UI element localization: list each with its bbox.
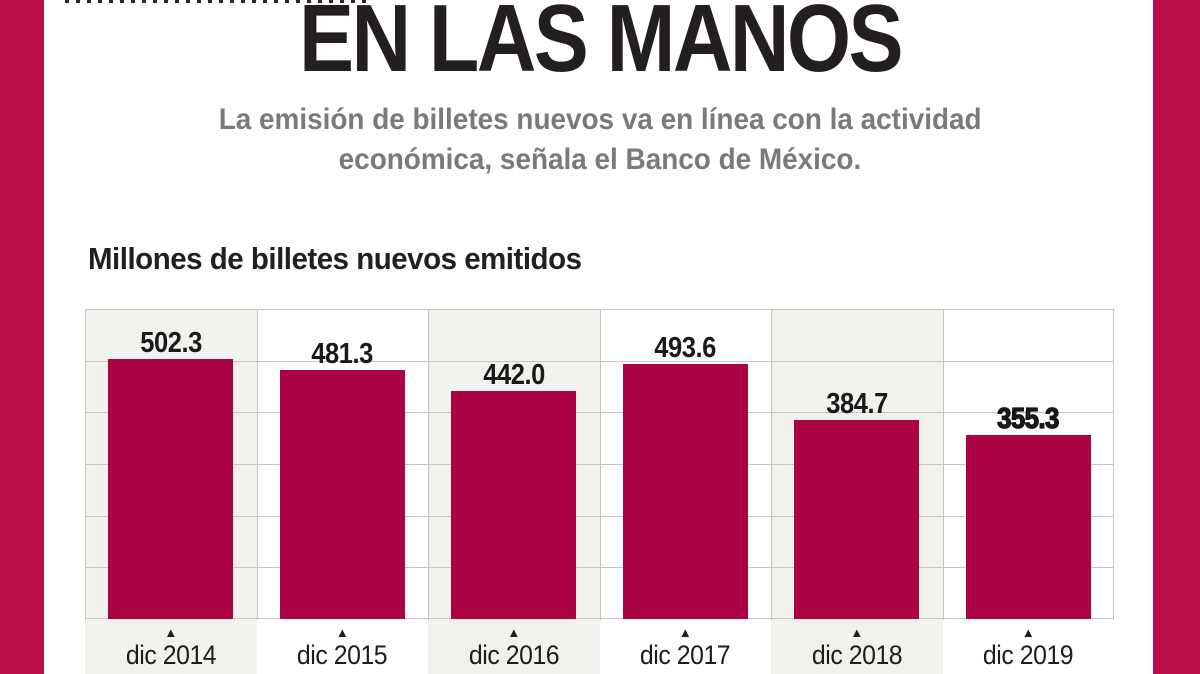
vertical-gridline: [257, 309, 258, 620]
vertical-gridline: [1113, 309, 1114, 620]
bar-value-text: 442.0: [482, 358, 545, 391]
axis-category-label: dic 2015: [257, 640, 427, 670]
axis-category-text: dic 2017: [640, 640, 731, 670]
left-accent-band: [0, 0, 44, 674]
horizontal-gridline: [85, 567, 1114, 568]
page-subtitle: La emisión de billetes nuevos va en líne…: [0, 100, 1200, 180]
subtitle-line-2: económica, señala el Banco de México.: [338, 143, 862, 176]
bar-value-label: 493.6: [605, 330, 765, 366]
bar-dic-2017: [622, 363, 748, 619]
axis-tick-triangle-icon: ▲: [335, 625, 349, 640]
cropped-title-remnant: [65, 0, 370, 3]
horizontal-gridline: [85, 618, 1114, 619]
axis-tick-triangle-icon: ▲: [1021, 625, 1035, 640]
axis-category-label: dic 2019: [943, 640, 1113, 670]
bar-dic-2019: [965, 435, 1091, 619]
bar-value-text: 493.6: [654, 331, 717, 364]
subtitle-line-1: La emisión de billetes nuevos va en líne…: [218, 103, 982, 136]
bar-dic-2014: [108, 359, 234, 619]
bar-dic-2015: [279, 370, 405, 619]
bar-dic-2018: [794, 420, 920, 619]
vertical-gridline: [600, 309, 601, 620]
vertical-gridline: [943, 309, 944, 620]
page-title-text: EN LAS MANOS: [298, 0, 904, 92]
bar-value-label: 384.7: [777, 386, 937, 422]
vertical-gridline: [428, 309, 429, 620]
bar-value-text: 481.3: [311, 338, 374, 371]
bar-value-label: 481.3: [262, 336, 422, 372]
axis-category-label: dic 2018: [772, 640, 942, 670]
horizontal-gridline: [85, 464, 1114, 465]
chart-region: 502.3 ▲ dic 2014 481.3 ▲ dic 2015 442.0 ▲ dic 20…: [85, 309, 1114, 674]
horizontal-gridline: [85, 361, 1114, 362]
axis-category-text: dic 2015: [297, 640, 388, 670]
page-title: EN LAS MANOS: [0, 0, 1200, 87]
axis-tick-triangle-icon: ▲: [164, 625, 178, 640]
right-accent-band: [1153, 0, 1200, 674]
bar-value-label: 355.3: [948, 401, 1108, 437]
bar-value-label: 442.0: [434, 357, 594, 393]
axis-tick-triangle-icon: ▲: [850, 625, 864, 640]
vertical-gridline: [85, 309, 86, 620]
axis-category-text: dic 2019: [983, 640, 1074, 670]
bar-dic-2016: [451, 390, 577, 619]
chart-title-text: Millones de billetes nuevos emitidos: [88, 241, 582, 276]
vertical-gridline: [771, 309, 772, 620]
axis-category-text: dic 2014: [125, 640, 217, 670]
axis-category-label: dic 2016: [429, 640, 599, 670]
axis-tick-triangle-icon: ▲: [507, 625, 521, 640]
horizontal-gridline: [85, 309, 1114, 310]
horizontal-gridline: [85, 412, 1114, 413]
axis-category-label: dic 2014: [86, 640, 256, 670]
axis-category-label: dic 2017: [600, 640, 770, 670]
bar-value-label: 502.3: [91, 325, 251, 361]
axis-tick-triangle-icon: ▲: [678, 625, 692, 640]
bar-value-text: 355.3: [997, 403, 1060, 436]
bar-value-text: 502.3: [139, 327, 202, 360]
horizontal-gridline: [85, 516, 1114, 517]
chart-title: Millones de billetes nuevos emitidos: [88, 238, 607, 280]
axis-category-text: dic 2016: [468, 640, 560, 670]
axis-category-text: dic 2018: [811, 640, 903, 670]
bar-value-text: 384.7: [825, 388, 888, 421]
